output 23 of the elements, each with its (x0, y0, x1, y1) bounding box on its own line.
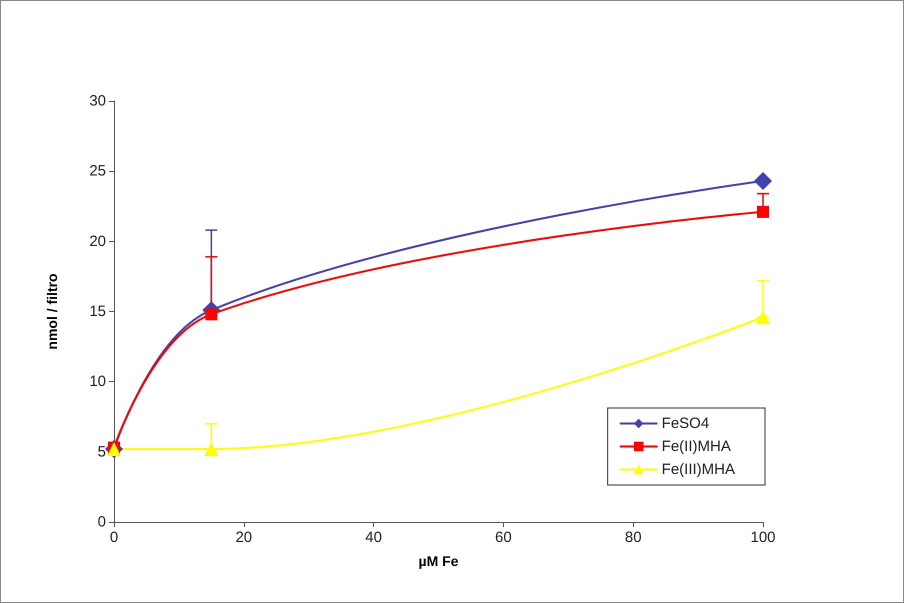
y-tick-label: 0 (98, 514, 106, 530)
y-tick-label: 5 (98, 443, 106, 460)
y-tick-label: 30 (89, 92, 106, 110)
y-tick-label: 10 (89, 373, 106, 390)
y-tick-label: 25 (89, 162, 106, 180)
legend-label: Fe(II)MHA (662, 438, 731, 455)
x-tick-label: 80 (624, 529, 642, 546)
y-axis-title: nmol / filtro (44, 273, 60, 350)
y-tick-label: 20 (89, 232, 106, 250)
legend-label: Fe(III)MHA (662, 461, 736, 478)
x-tick-label: 0 (110, 529, 118, 546)
legend-label: FeSO4 (662, 415, 710, 432)
point (754, 172, 772, 190)
point (204, 442, 218, 456)
y-tick-label: 15 (89, 303, 106, 320)
x-axis-title: µM Fe (418, 553, 459, 569)
point (756, 310, 770, 324)
point (205, 308, 218, 320)
x-tick-label: 100 (750, 529, 776, 546)
x-tick-label: 20 (235, 529, 252, 546)
point (757, 206, 769, 218)
x-tick-label: 60 (495, 529, 512, 546)
x-tick-label: 40 (365, 529, 382, 546)
